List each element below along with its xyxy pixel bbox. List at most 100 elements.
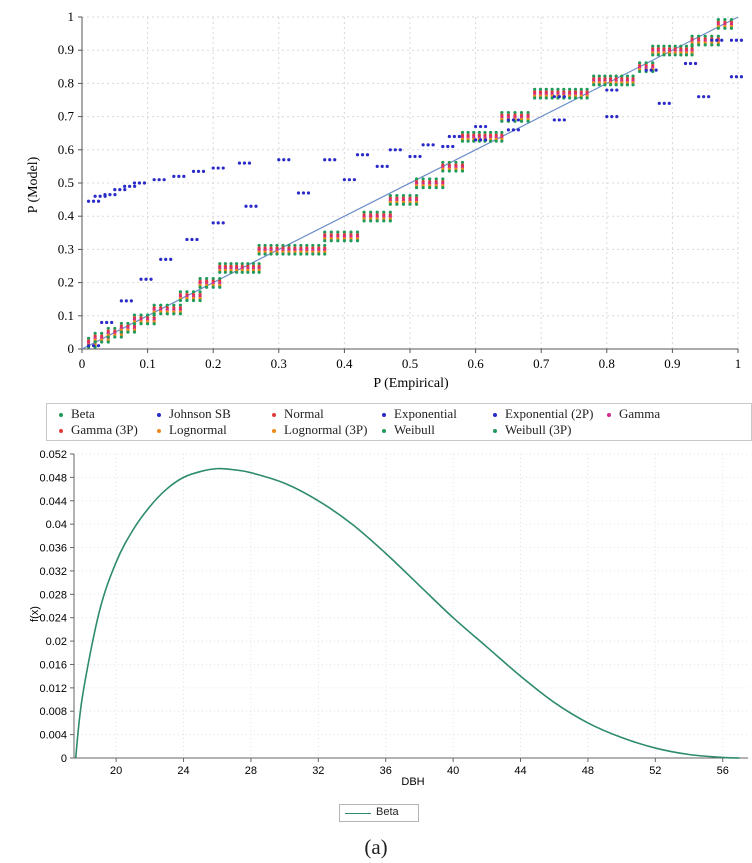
pp-point xyxy=(106,340,110,344)
pp-exponential-point xyxy=(137,181,142,185)
pp-point xyxy=(382,210,386,214)
pp-point xyxy=(139,313,143,317)
pp-point xyxy=(229,262,233,266)
pp-tick-label-x: 0 xyxy=(79,356,86,371)
pp-point xyxy=(299,243,303,248)
pp-point xyxy=(165,312,169,316)
pp-point xyxy=(159,303,163,307)
pp-point xyxy=(667,53,672,57)
pp-tick-label-x: 0.3 xyxy=(271,356,287,371)
pp-point xyxy=(218,277,222,281)
pp-point xyxy=(287,252,291,256)
pp-legend: Beta Johnson SB Normal Exponential Exponenti… xyxy=(46,403,752,441)
pp-point xyxy=(106,335,110,339)
pp-point xyxy=(317,243,321,248)
pp-legend-item: Johnson SB xyxy=(157,407,231,421)
pp-point xyxy=(240,270,244,274)
pp-exponential-point xyxy=(431,143,435,147)
pp-point xyxy=(369,210,373,214)
pp-point xyxy=(614,83,618,87)
pp-exponential-point xyxy=(654,68,658,72)
pp-exponential-point xyxy=(142,181,147,185)
pp-exponential-2p-point xyxy=(516,128,521,132)
pp-exponential-point xyxy=(729,38,734,42)
pp-point xyxy=(369,219,373,223)
pp-point xyxy=(716,18,720,22)
pp-exponential-2p-point xyxy=(301,191,306,195)
pp-point xyxy=(329,230,333,234)
pp-exponential-point xyxy=(365,153,370,157)
pp-point xyxy=(235,262,239,266)
pdf-grid xyxy=(74,453,748,759)
pp-legend-label: Lognormal xyxy=(169,422,227,437)
pp-exponential-point xyxy=(96,199,101,203)
pp-exponential-2p-point xyxy=(100,320,104,325)
pp-point xyxy=(710,34,714,38)
pp-legend-label: Gamma xyxy=(619,406,661,421)
pp-point xyxy=(287,243,291,248)
pp-legend-item: Gamma (3P) xyxy=(59,423,138,437)
pp-point xyxy=(246,270,250,274)
pp-exponential-point xyxy=(191,169,196,173)
pp-exponential-point xyxy=(123,188,127,192)
pp-point xyxy=(126,330,130,334)
pp-point xyxy=(323,252,327,256)
pp-point xyxy=(299,252,303,256)
pp-legend-label: Gamma (3P) xyxy=(71,422,138,437)
pp-point xyxy=(631,74,635,78)
pp-point xyxy=(185,290,189,294)
pp-point xyxy=(556,87,560,91)
pp-exponential-2p-point xyxy=(615,115,619,119)
pp-point xyxy=(519,119,524,123)
pp-legend-label: Weibull xyxy=(394,422,435,437)
pp-point xyxy=(178,312,182,316)
pp-point xyxy=(697,34,701,38)
pp-exponential-point xyxy=(388,148,392,152)
pp-legend-label: Johnson SB xyxy=(169,406,231,421)
pp-exponential-point xyxy=(201,169,206,173)
pp-legend-label: Lognormal (3P) xyxy=(284,422,368,437)
pp-point xyxy=(132,313,137,317)
pp-tick-label-y: 1 xyxy=(68,9,75,24)
pp-exponential-2p-point xyxy=(662,101,666,105)
pp-point xyxy=(100,331,104,335)
pp-tick-label-y: 0.7 xyxy=(58,109,75,124)
pp-point xyxy=(544,96,548,100)
pp-exponential-point xyxy=(333,158,337,162)
pp-exponential-point xyxy=(355,153,360,157)
pdf-tick-label-x: 24 xyxy=(177,765,189,777)
pp-point xyxy=(625,74,630,78)
pp-point xyxy=(86,336,91,340)
pp-point xyxy=(198,277,202,281)
pp-exponential-2p-point xyxy=(91,344,96,348)
pp-exponential-point xyxy=(152,178,156,182)
pp-legend-marker xyxy=(607,413,611,418)
pp-tick-label-x: 1 xyxy=(735,356,742,371)
pp-legend-item: Weibull (3P) xyxy=(493,423,571,437)
pp-exponential-2p-point xyxy=(697,95,701,99)
pp-legend-marker xyxy=(157,413,161,418)
pp-exponential-2p-point xyxy=(702,95,706,99)
pp-legend-item: Normal xyxy=(272,407,324,421)
pp-point xyxy=(388,219,392,223)
pp-point xyxy=(568,96,572,100)
pp-point xyxy=(152,322,156,326)
pp-point xyxy=(550,87,554,91)
pp-point xyxy=(165,303,169,307)
pp-exponential-point xyxy=(113,193,117,197)
pp-exponential-point xyxy=(93,194,97,198)
pp-point xyxy=(139,322,143,326)
pp-point xyxy=(251,270,256,274)
pp-exponential-point xyxy=(447,134,451,139)
pp-exponential-point xyxy=(457,134,461,139)
pp-point xyxy=(679,44,683,48)
pp-point xyxy=(191,290,196,294)
pp-point xyxy=(152,303,156,307)
pp-point xyxy=(342,230,346,234)
pp-point xyxy=(710,43,714,47)
pp-reference-line xyxy=(81,16,739,350)
pp-exponential-2p-point xyxy=(446,144,450,149)
pp-point xyxy=(113,335,117,339)
pp-point xyxy=(382,219,386,223)
pp-exponential-point xyxy=(688,61,693,66)
